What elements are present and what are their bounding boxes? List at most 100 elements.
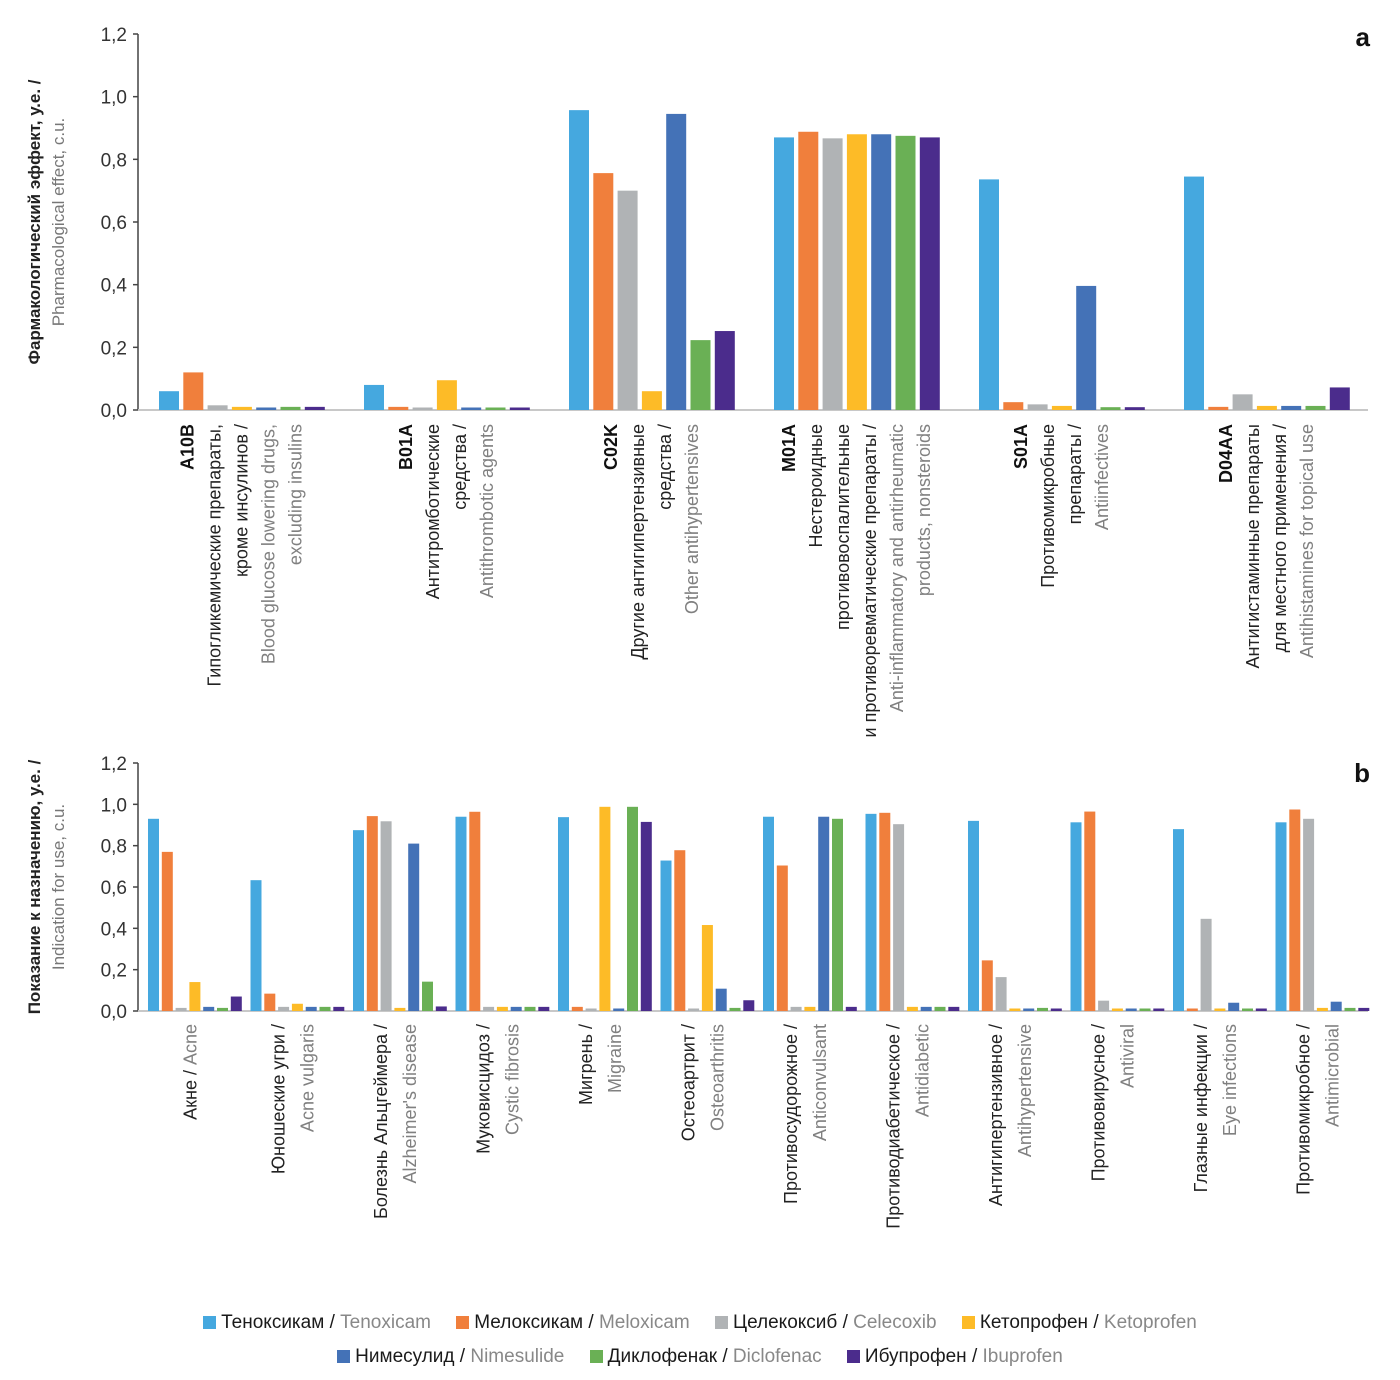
bar-celecoxib (483, 1006, 495, 1011)
category-label-en: Anti-inflammatory and antirheumatic (887, 424, 907, 712)
bar-meloxicam (183, 372, 204, 410)
x-category-label: B01A Антитромботические средства / Antithro… (396, 424, 497, 599)
bar-meloxicam (1003, 402, 1024, 410)
category-label-en: Antihypertensive (1015, 1024, 1035, 1157)
bar-ibuprofen (1358, 1007, 1370, 1011)
bar-nimesulide (715, 988, 727, 1011)
y-axis-title-en: Pharmacological effect, c.u. (49, 118, 68, 327)
bar-tenoxicam (1070, 822, 1082, 1011)
legend-item-ibuprofen: Ибупрофен / Ibuprofen (846, 1340, 1063, 1374)
y-tick-label: 0,8 (101, 150, 127, 171)
category-label-en: Other antihypertensives (682, 424, 702, 614)
category-label-ru: Противосудорожное / (781, 1024, 801, 1204)
category-label-ru: Остеоартрит / (679, 1024, 699, 1141)
panel-letter: a (1356, 22, 1371, 52)
bar-ketoprofen (701, 925, 713, 1011)
x-category-label: Антигипертензивное / Antihypertensive (986, 1024, 1035, 1206)
category-label-ru: Акне / (181, 1065, 201, 1120)
bar-meloxicam (879, 812, 891, 1011)
category-label-ru: Юношеские угри / (269, 1024, 289, 1174)
bar-diclofenac (627, 806, 638, 1011)
bar-nimesulide (666, 113, 687, 411)
bar-ketoprofen (394, 1007, 406, 1011)
bar-ketoprofen (1009, 1008, 1021, 1011)
bar-diclofenac (485, 407, 506, 410)
bar-ibuprofen (538, 1006, 550, 1011)
panel-b-indication-for-use-chart: 0,0 0,2 0,4 0,6 0,8 1,0 1,2 Показание к назначе… (25, 754, 1370, 1229)
category-label-en: excluding insulins (285, 424, 305, 565)
bar-celecoxib (1098, 1000, 1110, 1011)
x-category-label: Противомикробное / Antimicrobial (1294, 1024, 1343, 1195)
bar-ketoprofen (1051, 405, 1072, 410)
figure: 0,0 0,2 0,4 0,6 0,8 1,0 1,2 Фармакологический э… (25, 22, 1371, 1229)
bar-celecoxib (278, 1006, 290, 1011)
bar-diclofenac (422, 981, 433, 1011)
bar-tenoxicam (148, 818, 159, 1011)
bar-meloxicam (1289, 809, 1301, 1011)
bar-ibuprofen (1329, 387, 1350, 410)
x-category-label: Юношеские угри / Acne vulgaris (269, 1024, 318, 1174)
x-category-label: Мигрень / Migraine (576, 1024, 625, 1105)
category-code: S01A (1011, 424, 1031, 469)
category-label-ru: Акне / Acne (181, 1024, 201, 1120)
bar-tenoxicam (774, 137, 794, 410)
bar-nimesulide (818, 816, 830, 1011)
legend-swatch (846, 1350, 860, 1363)
y-tick-label: 1,2 (101, 25, 127, 46)
bar-ketoprofen (231, 406, 252, 410)
category-label-en: Osteoarthritis (708, 1024, 728, 1131)
category-label-ru: Противомикробные (1038, 424, 1058, 588)
legend-label-en: Diclofenac (732, 1346, 822, 1367)
bar-ketoprofen (1111, 1008, 1123, 1011)
category-label-en: Cystic fibrosis (503, 1024, 523, 1135)
legend-label-ru: Ибупрофен (864, 1346, 967, 1367)
bar-diclofenac (1305, 405, 1326, 410)
x-category-label: Противодиабетическое / Antidiabetic (884, 1024, 933, 1229)
bar-ketoprofen (291, 1003, 303, 1011)
bar-tenoxicam (979, 179, 999, 410)
category-label-ru: Мигрень / (576, 1024, 596, 1105)
bar-ibuprofen (919, 137, 940, 410)
bar-nimesulide (1023, 1008, 1035, 1011)
category-label-ru: Болезнь Альцгеймера / (371, 1024, 391, 1219)
bar-diclofenac (832, 818, 843, 1011)
x-category-label: D04AA Антигистаминные препараты для местно… (1216, 424, 1317, 669)
bar-celecoxib (175, 1007, 187, 1011)
x-category-label: Муковисцидоз / Cystic fibrosis (474, 1024, 523, 1154)
x-category-label: S01A Противомикробные препараты / Antiinfec… (1011, 424, 1112, 588)
bar-celecoxib (1232, 394, 1253, 410)
bar-ibuprofen (435, 1006, 447, 1011)
legend-swatch (456, 1316, 470, 1329)
category-label-ru: Антигипертензивное / (986, 1024, 1006, 1206)
bar-ketoprofen (804, 1006, 816, 1011)
legend-swatch (337, 1350, 351, 1363)
bar-celecoxib (1200, 918, 1212, 1011)
y-tick-label: 1,0 (101, 88, 127, 109)
bar-meloxicam (469, 811, 481, 1011)
bar-tenoxicam (159, 391, 179, 410)
y-tick-label: 1,0 (101, 795, 127, 816)
bar-tenoxicam (865, 813, 877, 1011)
bar-meloxicam (1186, 1008, 1198, 1011)
category-label-en: Anticonvulsant (810, 1024, 830, 1141)
legend-item-celecoxib: Целекоксиб / Celecoxib (715, 1306, 937, 1340)
bar-nimesulide (203, 1006, 215, 1011)
legend-swatch (961, 1316, 975, 1329)
bar-meloxicam (776, 865, 788, 1011)
bar-ketoprofen (906, 1006, 918, 1011)
x-category-label: Болезнь Альцгеймера / Alzheimer's disease (371, 1024, 420, 1219)
bar-meloxicam (264, 993, 276, 1011)
category-label-ru: и противоревматические препараты / (860, 424, 880, 737)
category-label-en: Antiinfectives (1092, 424, 1112, 530)
bar-ibuprofen (845, 1006, 857, 1011)
bar-diclofenac (1242, 1008, 1253, 1011)
y-tick-label: 0,4 (101, 276, 128, 297)
x-category-label: Противовирусное / Antiviral (1089, 1024, 1138, 1181)
bar-ketoprofen (641, 391, 662, 410)
bar-nimesulide (1228, 1002, 1240, 1011)
x-category-label: Остеоартрит / Osteoarthritis (679, 1024, 728, 1141)
legend-label-en: Ibuprofen (982, 1346, 1063, 1367)
category-label-en: Acne (181, 1024, 201, 1065)
category-label-ru: Антигистаминные препараты (1243, 424, 1263, 669)
y-axis-title-en: Indication for use, c.u. (49, 804, 68, 970)
